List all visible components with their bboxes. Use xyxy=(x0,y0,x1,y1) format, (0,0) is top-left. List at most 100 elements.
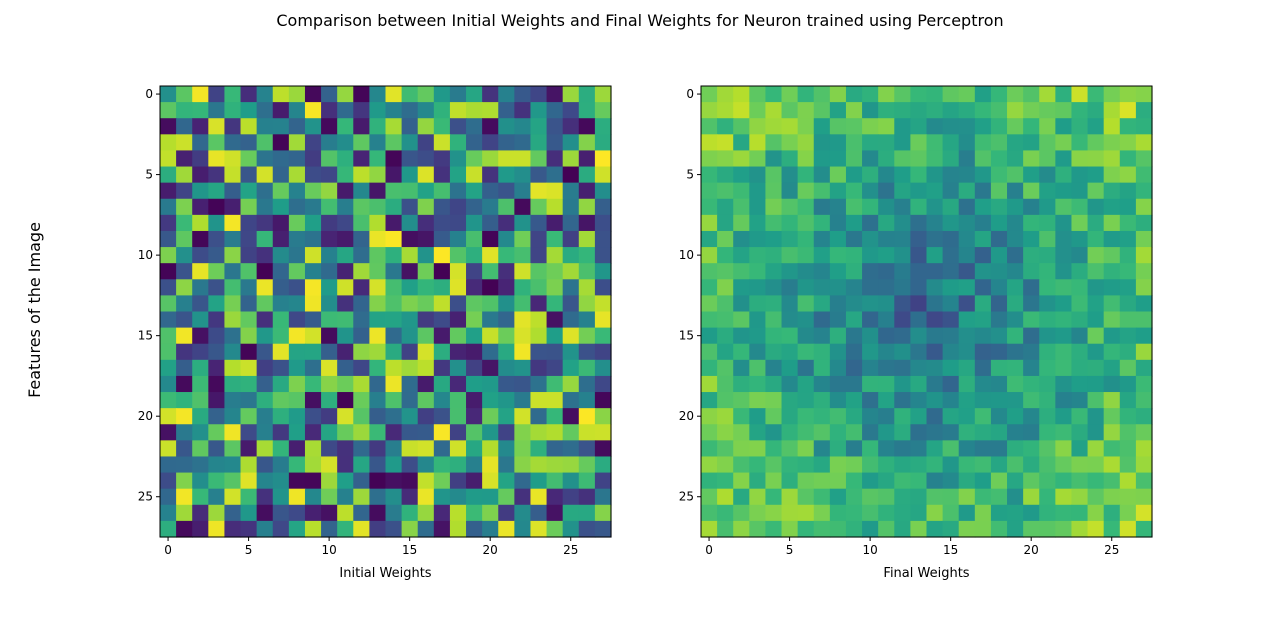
final-weight-cell xyxy=(958,440,976,458)
final-weight-cell xyxy=(1119,166,1137,184)
initial-weight-cell xyxy=(369,263,387,280)
initial-weight-cell xyxy=(288,134,306,152)
final-weight-cell xyxy=(1103,424,1121,441)
initial-weight-cell xyxy=(562,118,580,135)
initial-weight-cell xyxy=(594,504,612,522)
initial-weight-cell xyxy=(385,424,403,441)
initial-weight-cell xyxy=(192,198,209,216)
final-weight-cell xyxy=(910,359,928,377)
final-weight-cell xyxy=(749,488,767,506)
initial-weight-cell xyxy=(482,214,499,232)
final-weight-cell xyxy=(717,86,734,103)
initial-weight-cell xyxy=(498,440,515,458)
initial-weight-cell xyxy=(256,359,274,377)
final-weight-cell xyxy=(974,134,992,152)
initial-weight-cell xyxy=(530,488,548,506)
final-weight-cell xyxy=(1007,504,1024,522)
final-weight-cell xyxy=(749,182,767,200)
initial-weight-cell xyxy=(401,263,419,280)
initial-weight-cell xyxy=(337,359,354,377)
final-weight-cell xyxy=(701,166,718,184)
final-weight-cell xyxy=(749,311,767,329)
initial-weight-cell xyxy=(417,504,435,522)
final-weight-cell xyxy=(717,456,734,474)
final-weight-cell xyxy=(733,488,750,506)
initial-weight-cell xyxy=(337,504,354,522)
initial-weight-cell xyxy=(433,86,451,103)
initial-weight-cell xyxy=(160,86,177,103)
initial-weight-cell xyxy=(337,392,354,409)
initial-weight-cell xyxy=(578,456,596,474)
initial-weight-cell xyxy=(401,343,419,361)
initial-weight-cell xyxy=(353,230,370,248)
final-weight-cell xyxy=(845,150,863,168)
initial-weight-cell xyxy=(160,343,177,361)
final-weight-cell xyxy=(781,166,799,184)
final-weight-cell xyxy=(781,102,799,119)
initial-weight-cell xyxy=(514,520,532,538)
initial-weight-cell xyxy=(224,230,242,248)
final-weight-cell xyxy=(1103,472,1121,490)
final-weight-cell xyxy=(845,295,863,313)
final-weight-cell xyxy=(878,359,895,377)
initial-weight-cell xyxy=(594,375,612,393)
final-weight-cell xyxy=(1135,472,1153,490)
initial-weight-cell xyxy=(482,456,499,474)
initial-weight-cell xyxy=(401,230,419,248)
initial-weight-cell xyxy=(530,182,548,200)
initial-weight-cell xyxy=(369,230,387,248)
final-weight-cell xyxy=(749,327,767,345)
initial-weight-cell xyxy=(321,504,338,522)
final-weight-cell xyxy=(813,504,831,522)
final-weight-cell xyxy=(974,198,992,216)
final-weight-cell xyxy=(926,295,944,313)
final-weight-cell xyxy=(894,375,911,393)
initial-weight-cell xyxy=(594,327,612,345)
final-weight-cell xyxy=(910,118,928,135)
initial-weight-cell xyxy=(530,424,548,441)
final-weight-cell xyxy=(1039,150,1056,168)
final-weight-cell xyxy=(749,343,767,361)
final-weight-cell xyxy=(701,279,718,296)
initial-weight-cell xyxy=(466,408,483,425)
final-weight-cell xyxy=(1007,118,1024,135)
final-weight-cell xyxy=(990,456,1008,474)
initial-weight-cell xyxy=(466,392,483,409)
final-weight-cell xyxy=(845,488,863,506)
initial-weight-cell xyxy=(498,102,515,119)
final-weight-cell xyxy=(1071,150,1089,168)
final-weight-cell xyxy=(797,424,815,441)
final-weight-cell xyxy=(845,263,863,280)
final-weight-cell xyxy=(813,230,831,248)
final-weight-cell xyxy=(958,488,976,506)
final-weight-cell xyxy=(1039,456,1056,474)
initial-weight-cell xyxy=(240,359,258,377)
final-weight-cell xyxy=(958,295,976,313)
final-weight-cell xyxy=(1023,279,1040,296)
initial-weight-cell xyxy=(337,214,354,232)
final-weight-cell xyxy=(1039,359,1056,377)
initial-weight-cell xyxy=(176,424,193,441)
initial-weight-cell xyxy=(417,247,435,264)
final-weight-cell xyxy=(749,230,767,248)
initial-weight-cell xyxy=(369,214,387,232)
initial-weight-cell xyxy=(498,456,515,474)
final-weight-cell xyxy=(1055,295,1073,313)
initial-weight-cell xyxy=(288,392,306,409)
final-weight-cell xyxy=(813,456,831,474)
initial-weight-cell xyxy=(417,456,435,474)
final-weight-cell xyxy=(765,392,783,409)
initial-weight-cell xyxy=(272,279,290,296)
initial-weight-cell xyxy=(385,279,403,296)
initial-weight-cell xyxy=(466,118,483,135)
final-weight-cell xyxy=(1007,424,1024,441)
final-weight-cell xyxy=(781,520,799,538)
initial-weight-cell xyxy=(385,134,403,152)
initial-weight-cell xyxy=(224,118,242,135)
initial-weight-cell xyxy=(288,424,306,441)
initial-weight-cell xyxy=(160,359,177,377)
final-weight-cell xyxy=(1055,440,1073,458)
final-weight-cell xyxy=(1039,102,1056,119)
initial-weight-cell xyxy=(466,214,483,232)
